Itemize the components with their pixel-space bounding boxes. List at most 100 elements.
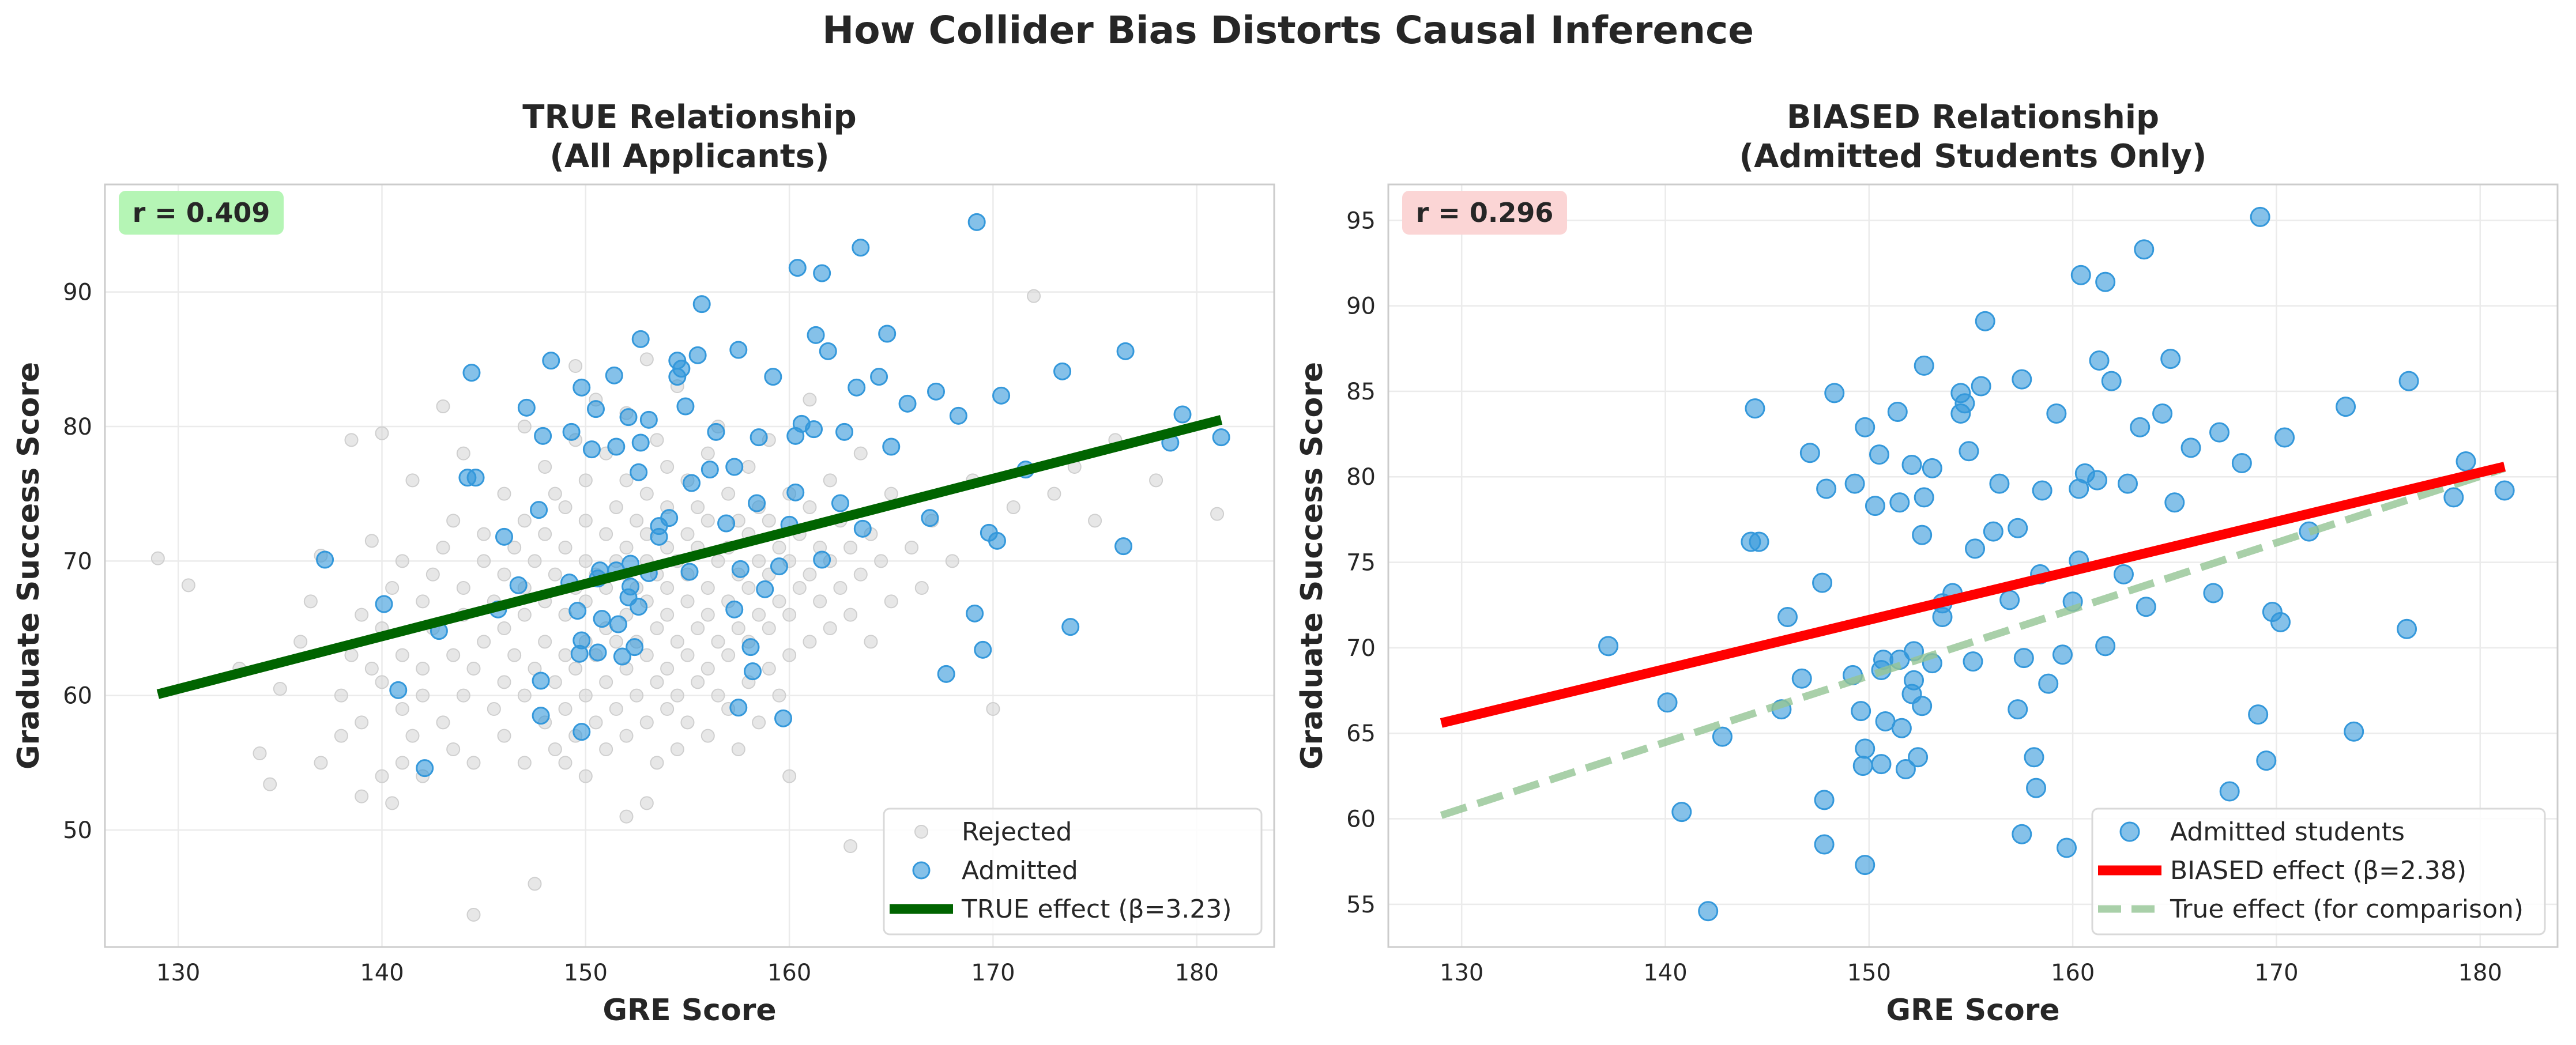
rejected-point — [650, 567, 664, 582]
admitted-point — [1975, 311, 1995, 331]
rejected-point — [630, 581, 644, 595]
rejected-point — [436, 399, 450, 413]
rejected-point — [609, 635, 623, 649]
rejected-point — [853, 446, 868, 461]
admitted-point — [1771, 699, 1792, 720]
admitted-point — [1942, 583, 1963, 603]
admitted-point — [609, 615, 627, 633]
rejected-point — [150, 551, 165, 565]
rejected-point — [660, 662, 675, 676]
y-tick-label: 90 — [1346, 293, 1376, 320]
rejected-point — [568, 359, 583, 373]
rejected-point — [1047, 486, 1061, 501]
rejected-point — [701, 514, 715, 528]
admitted-point — [2008, 699, 2028, 720]
admitted-point — [2046, 403, 2067, 424]
admitted-point — [750, 428, 768, 447]
admitted-point — [967, 213, 986, 231]
rejected-series — [150, 289, 1225, 922]
admitted-point — [639, 564, 658, 582]
rejected-point — [548, 675, 562, 689]
admitted-point — [458, 469, 477, 487]
data-layer — [1440, 206, 2515, 922]
rejected-point — [528, 662, 542, 676]
admitted-point — [1889, 492, 1910, 513]
admitted-point — [1895, 759, 1916, 779]
admitted-point — [1671, 802, 1692, 823]
admitted-point — [1912, 696, 1933, 716]
admitted-point — [2209, 422, 2230, 443]
rejected-point — [436, 715, 450, 730]
x-tick-label: 130 — [1440, 960, 1483, 986]
rejected-point — [1067, 460, 1082, 474]
admitted-point — [1855, 417, 1875, 437]
admitted-point — [2024, 747, 2044, 768]
admitted-point — [2203, 583, 2224, 603]
admitted-point — [927, 382, 946, 401]
admitted-point — [786, 483, 805, 501]
admitted-point — [613, 647, 631, 666]
rejected-point — [639, 594, 654, 609]
rejected-point — [568, 581, 583, 595]
admitted-point — [573, 723, 591, 741]
rejected-point — [589, 648, 603, 662]
rejected-point — [752, 500, 766, 514]
admitted-point — [2069, 550, 2089, 571]
rejected-point — [517, 756, 532, 770]
admitted-point — [1598, 636, 1619, 657]
legend-admitted-marker — [2119, 821, 2140, 842]
true-effect-line — [156, 415, 1223, 699]
admitted-point — [570, 644, 589, 663]
rejected-point — [405, 729, 420, 743]
admitted-point — [1843, 665, 1863, 685]
rejected-point — [599, 581, 613, 595]
admitted-point — [573, 631, 591, 650]
admitted-point — [2032, 480, 2052, 501]
rejected-point — [253, 746, 267, 760]
rejected-point — [680, 648, 695, 662]
admitted-point — [937, 665, 955, 683]
admitted-point — [741, 638, 760, 657]
x-tick-label: 150 — [564, 960, 608, 986]
rejected-point — [578, 554, 593, 568]
admitted-point — [2026, 778, 2047, 798]
rejected-point — [986, 702, 1000, 716]
admitted-point — [495, 527, 513, 546]
rejected-point — [782, 554, 797, 568]
rejected-point — [568, 662, 583, 676]
rejected-point — [680, 527, 695, 541]
grid — [1388, 184, 2558, 947]
admitted-point — [792, 414, 811, 433]
rejected-point — [517, 688, 532, 703]
y-tick-label: 65 — [1346, 720, 1376, 747]
rejected-point — [619, 662, 634, 676]
correlation-badge — [119, 191, 284, 235]
rejected-point — [538, 460, 552, 474]
admitted-point — [1887, 402, 1908, 422]
rejected-point — [375, 621, 389, 635]
admitted-point — [1914, 355, 1934, 376]
y-tick-label: 70 — [1346, 635, 1376, 662]
y-axis-label: Graduate Success Score — [1295, 362, 1330, 769]
rejected-point — [1027, 289, 1041, 303]
admitted-point — [731, 560, 750, 578]
admitted-point — [966, 604, 984, 623]
admitted-point — [2299, 521, 2319, 542]
admitted-point — [813, 264, 831, 282]
admitted-point — [591, 561, 609, 580]
rejected-point — [721, 648, 736, 662]
rejected-point — [477, 527, 491, 541]
admitted-point — [2030, 564, 2051, 584]
admitted-point — [1983, 521, 2003, 542]
admitted-point — [805, 420, 823, 439]
rejected-point — [446, 648, 461, 662]
rejected-point — [630, 635, 644, 649]
rejected-point — [405, 473, 420, 488]
rejected-point — [660, 608, 675, 622]
admitted-point — [2136, 597, 2156, 617]
admitted-point — [1657, 692, 1678, 713]
admitted-point — [2164, 492, 2185, 513]
admitted-point — [780, 515, 799, 534]
rejected-point — [670, 635, 684, 649]
